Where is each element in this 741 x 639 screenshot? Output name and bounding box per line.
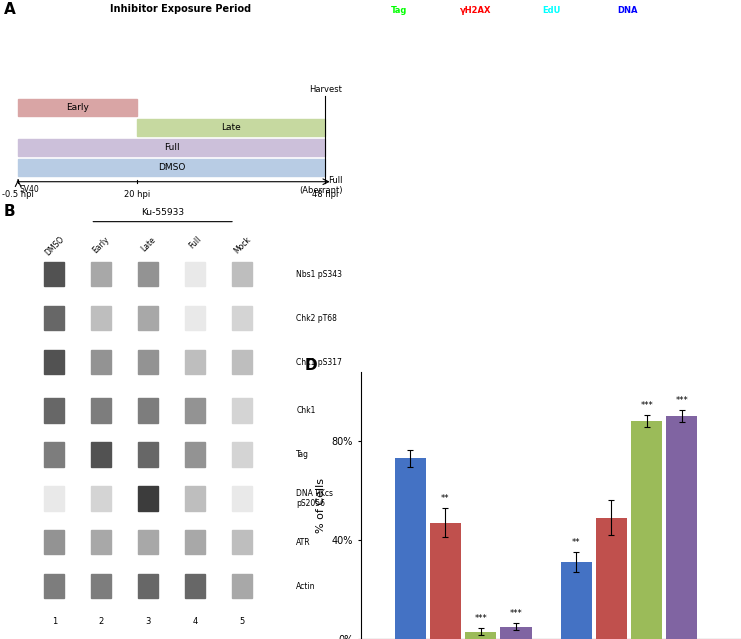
Bar bbox=[139, 442, 158, 466]
Bar bbox=[185, 574, 205, 598]
Bar bbox=[91, 530, 111, 555]
Text: Chk2 pT68: Chk2 pT68 bbox=[296, 314, 337, 323]
Bar bbox=[137, 119, 325, 136]
Text: 48 hpi: 48 hpi bbox=[312, 190, 339, 199]
Text: -0.5 hpi: -0.5 hpi bbox=[2, 190, 34, 199]
Bar bbox=[596, 518, 627, 639]
Bar bbox=[44, 306, 64, 330]
Y-axis label: % of Cells: % of Cells bbox=[316, 478, 326, 533]
Text: **: ** bbox=[572, 539, 580, 548]
Text: Actin: Actin bbox=[296, 581, 316, 591]
Text: 2: 2 bbox=[99, 617, 104, 626]
Text: 1: 1 bbox=[52, 617, 57, 626]
Text: Nbs1 pS343: Nbs1 pS343 bbox=[296, 270, 342, 279]
Text: DNA PKcs
pS2056: DNA PKcs pS2056 bbox=[296, 489, 333, 508]
Bar bbox=[185, 350, 205, 374]
Bar bbox=[139, 486, 158, 511]
Bar bbox=[44, 530, 64, 555]
Bar bbox=[666, 416, 697, 639]
Text: DNA: DNA bbox=[617, 6, 637, 15]
Bar bbox=[44, 399, 64, 422]
Bar bbox=[232, 306, 252, 330]
Text: B: B bbox=[4, 204, 16, 219]
Bar bbox=[395, 458, 426, 639]
Bar bbox=[18, 99, 137, 116]
Text: Full: Full bbox=[164, 142, 179, 152]
Bar bbox=[44, 574, 64, 598]
Bar bbox=[139, 530, 158, 555]
Text: Late: Late bbox=[139, 235, 157, 253]
Bar bbox=[185, 486, 205, 511]
Bar bbox=[139, 350, 158, 374]
Text: Tag: Tag bbox=[296, 450, 310, 459]
Bar bbox=[232, 262, 252, 286]
Bar bbox=[500, 627, 531, 639]
Text: 3: 3 bbox=[145, 617, 151, 626]
Text: 4: 4 bbox=[193, 617, 198, 626]
Bar bbox=[232, 486, 252, 511]
Bar bbox=[44, 442, 64, 466]
Bar bbox=[185, 442, 205, 466]
Bar bbox=[631, 421, 662, 639]
Text: DMSO: DMSO bbox=[158, 163, 185, 172]
Bar bbox=[139, 306, 158, 330]
Text: ATR: ATR bbox=[296, 538, 311, 547]
Bar bbox=[232, 350, 252, 374]
Bar bbox=[44, 486, 64, 511]
Text: Merge: Merge bbox=[688, 6, 718, 15]
Bar bbox=[185, 399, 205, 422]
Bar bbox=[185, 262, 205, 286]
Text: Inhibitor Exposure Period: Inhibitor Exposure Period bbox=[110, 4, 251, 14]
Text: Chk1 pS317: Chk1 pS317 bbox=[296, 358, 342, 367]
Bar bbox=[18, 158, 325, 176]
Bar bbox=[91, 350, 111, 374]
Bar bbox=[44, 350, 64, 374]
Bar bbox=[139, 574, 158, 598]
Bar bbox=[185, 306, 205, 330]
Bar bbox=[232, 399, 252, 422]
Bar bbox=[44, 262, 64, 286]
Text: Harvest: Harvest bbox=[309, 85, 342, 94]
Text: Late: Late bbox=[222, 123, 242, 132]
Text: 20 hpi: 20 hpi bbox=[124, 190, 150, 199]
Bar bbox=[232, 442, 252, 466]
Text: SV40: SV40 bbox=[20, 185, 39, 194]
Text: 5: 5 bbox=[239, 617, 245, 626]
Text: Early: Early bbox=[91, 235, 111, 255]
Text: Full: Full bbox=[187, 235, 203, 250]
Bar bbox=[91, 399, 111, 422]
Text: Tag: Tag bbox=[391, 6, 408, 15]
Text: Mock: Mock bbox=[232, 235, 253, 255]
Bar bbox=[465, 631, 496, 639]
Bar bbox=[91, 262, 111, 286]
Text: Chk1: Chk1 bbox=[296, 406, 316, 415]
Bar bbox=[560, 562, 591, 639]
Text: Early: Early bbox=[66, 103, 89, 112]
Text: ***: *** bbox=[510, 609, 522, 618]
Bar bbox=[185, 530, 205, 555]
Bar bbox=[18, 139, 325, 156]
Text: ***: *** bbox=[676, 396, 688, 405]
Bar bbox=[91, 442, 111, 466]
Bar bbox=[91, 574, 111, 598]
Text: D: D bbox=[305, 358, 317, 373]
Text: EdU: EdU bbox=[542, 6, 560, 15]
Text: Ku-55933: Ku-55933 bbox=[141, 208, 185, 217]
Bar bbox=[91, 306, 111, 330]
Text: ***: *** bbox=[474, 614, 487, 623]
Bar bbox=[91, 486, 111, 511]
Bar bbox=[430, 523, 461, 639]
Text: Full
(Aberrant): Full (Aberrant) bbox=[299, 176, 342, 196]
Text: C: C bbox=[365, 4, 376, 19]
Text: DMSO: DMSO bbox=[43, 235, 65, 258]
Bar bbox=[232, 530, 252, 555]
Text: ***: *** bbox=[640, 401, 653, 410]
Bar bbox=[232, 574, 252, 598]
Bar bbox=[139, 262, 158, 286]
Text: **: ** bbox=[441, 494, 450, 503]
Text: A: A bbox=[4, 2, 16, 17]
Bar bbox=[139, 399, 158, 422]
Text: γH2AX: γH2AX bbox=[459, 6, 491, 15]
